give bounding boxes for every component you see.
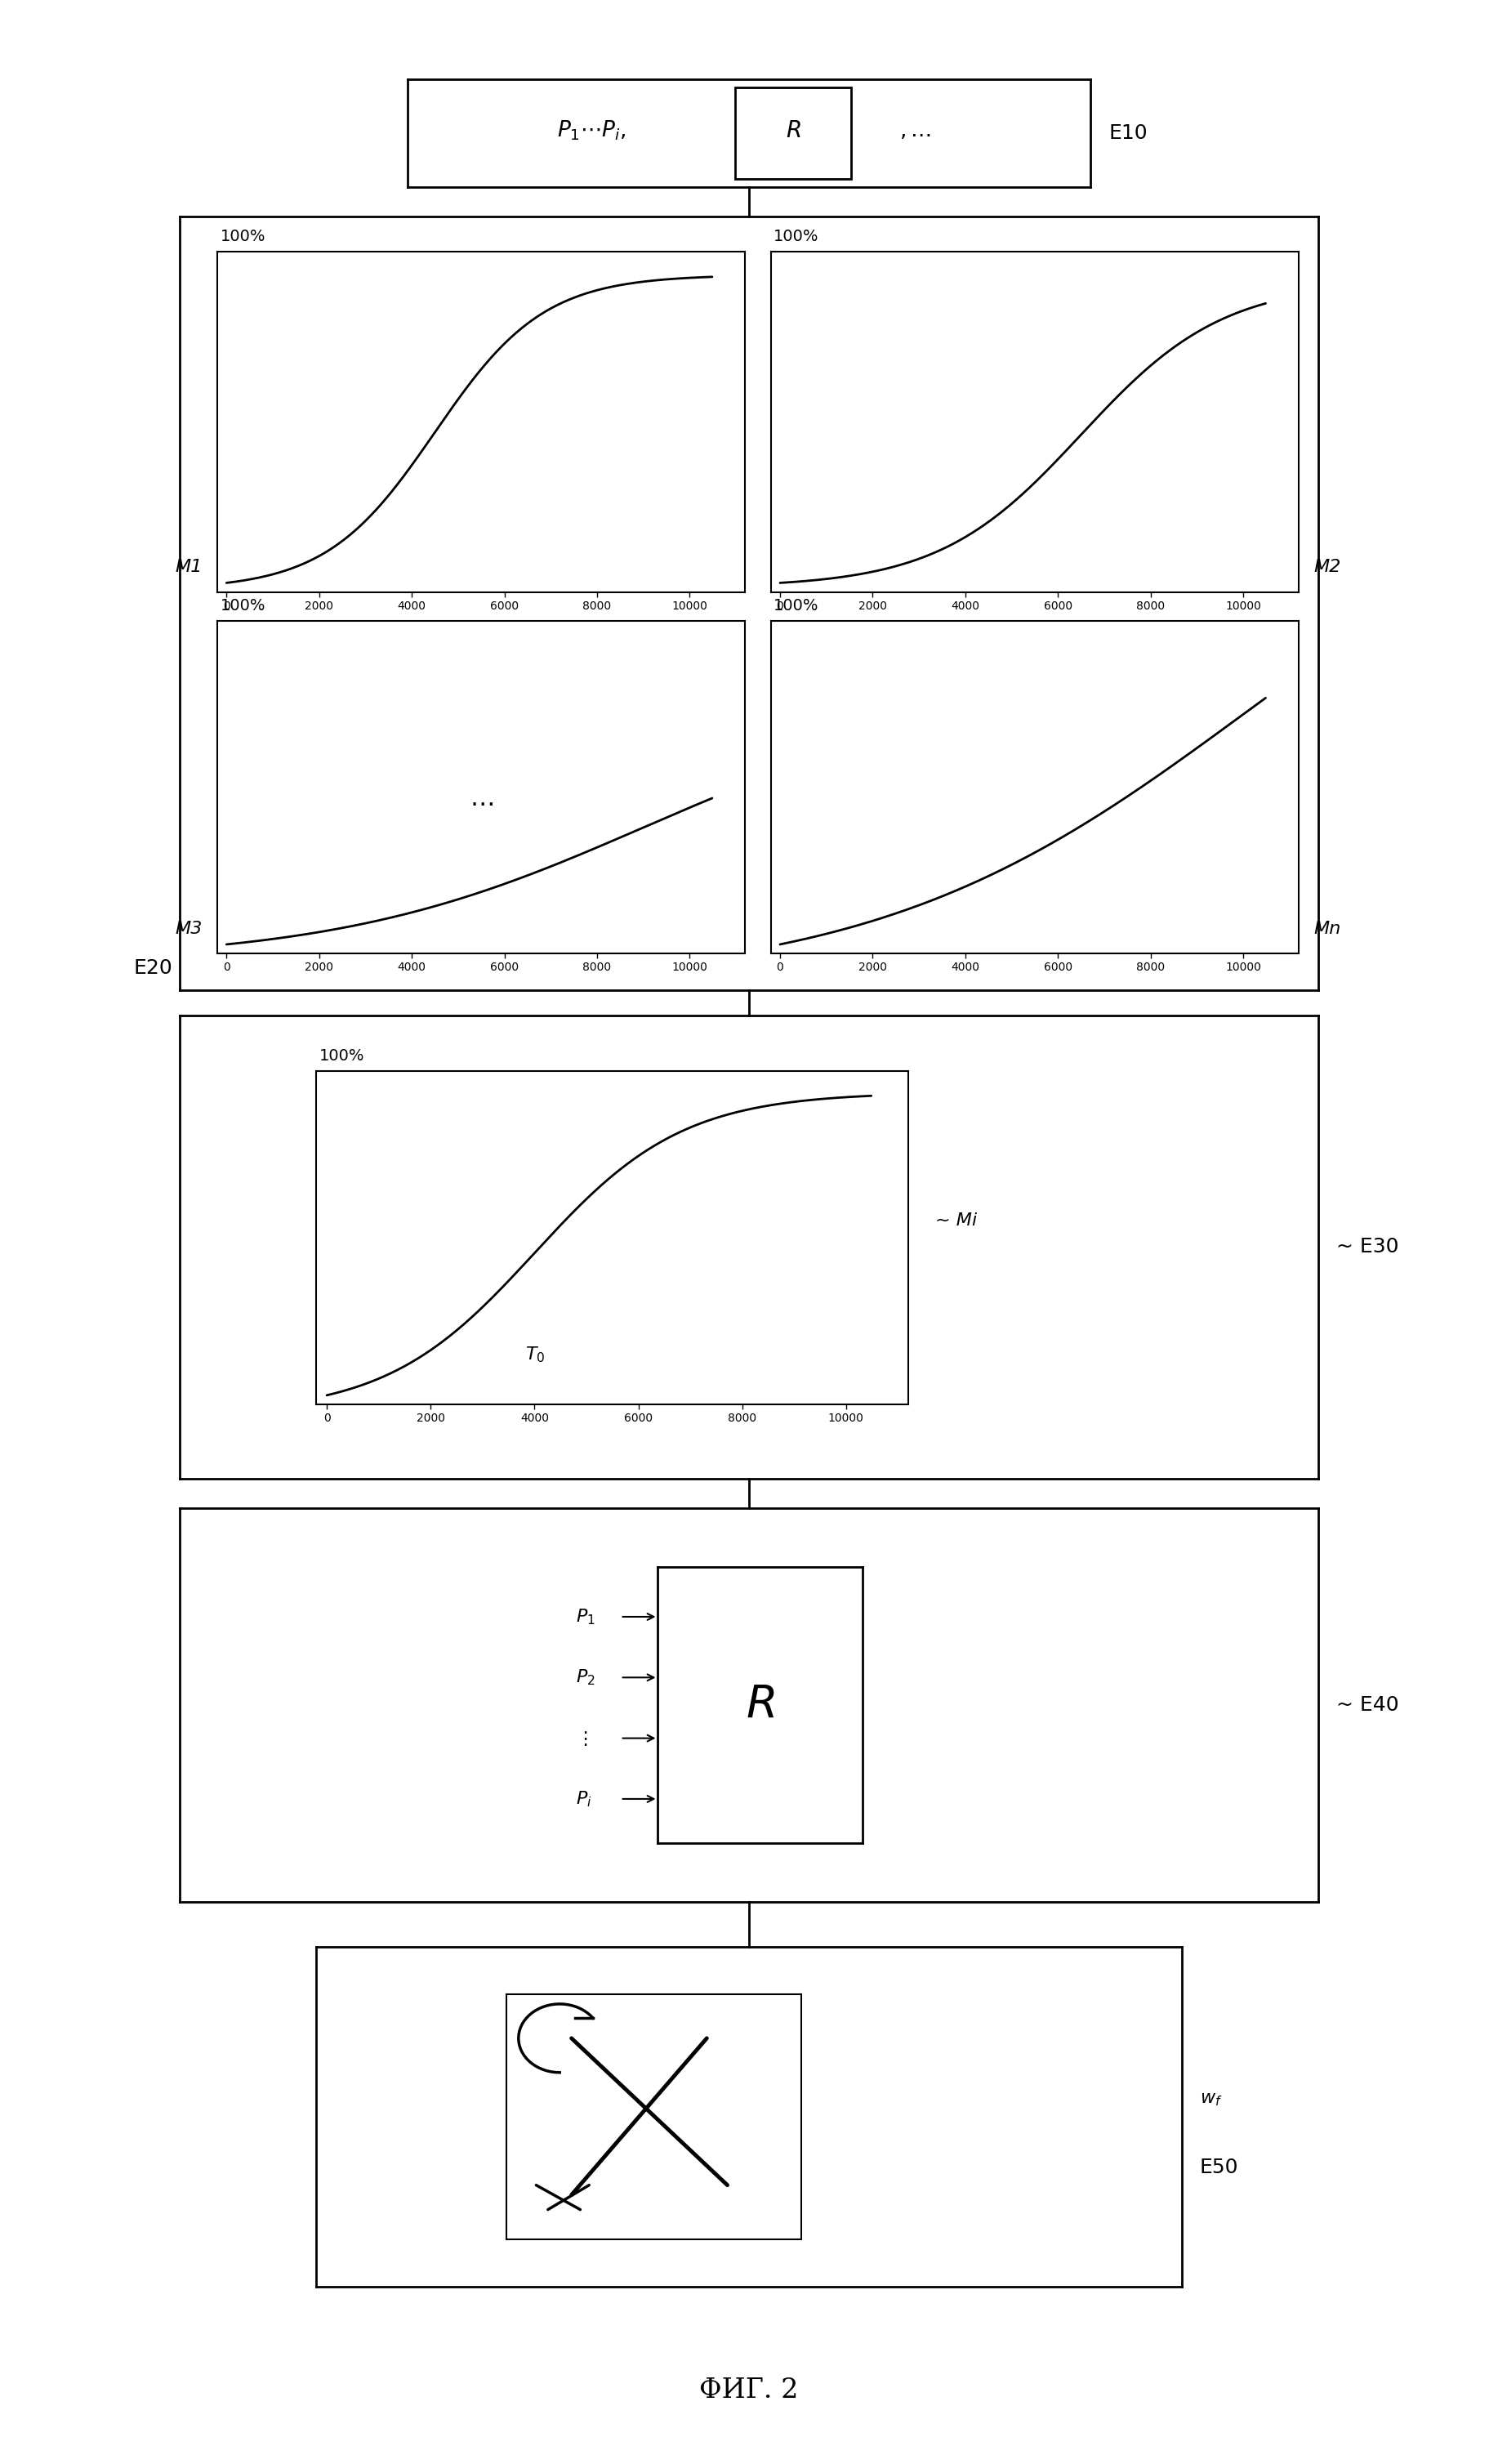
Text: 100%: 100% xyxy=(220,599,265,614)
Text: M1: M1 xyxy=(175,559,202,574)
Text: M2: M2 xyxy=(1314,559,1341,574)
Text: 100%: 100% xyxy=(773,599,819,614)
Text: $P_i$: $P_i$ xyxy=(575,1789,592,1809)
Text: $P_1 {\cdots} P_i,$: $P_1 {\cdots} P_i,$ xyxy=(557,118,626,143)
Text: $P_2$: $P_2$ xyxy=(575,1668,595,1688)
Text: E20: E20 xyxy=(133,958,172,978)
FancyBboxPatch shape xyxy=(736,89,851,177)
Text: ~ Mi: ~ Mi xyxy=(935,1212,977,1230)
Text: 100%: 100% xyxy=(319,1047,364,1064)
Text: E50: E50 xyxy=(1200,2158,1239,2178)
Text: ФИГ. 2: ФИГ. 2 xyxy=(700,2378,798,2402)
Text: $, \ldots$: $, \ldots$ xyxy=(899,121,930,140)
Text: $\vdots$: $\vdots$ xyxy=(575,1730,587,1747)
Text: ~ E40: ~ E40 xyxy=(1336,1695,1399,1715)
Text: $P_1$: $P_1$ xyxy=(575,1607,595,1626)
Text: $\cdots$: $\cdots$ xyxy=(469,791,493,816)
Text: M3: M3 xyxy=(175,922,202,936)
Text: 100%: 100% xyxy=(773,229,819,244)
Text: $w_f$: $w_f$ xyxy=(1200,2092,1222,2107)
Text: $R$: $R$ xyxy=(746,1683,774,1727)
Text: ~ E30: ~ E30 xyxy=(1336,1237,1399,1257)
Text: $T_0$: $T_0$ xyxy=(526,1345,545,1365)
Text: $R$: $R$ xyxy=(786,118,801,143)
Text: Mn: Mn xyxy=(1314,922,1341,936)
Text: E10: E10 xyxy=(1109,123,1147,143)
Text: 100%: 100% xyxy=(220,229,265,244)
